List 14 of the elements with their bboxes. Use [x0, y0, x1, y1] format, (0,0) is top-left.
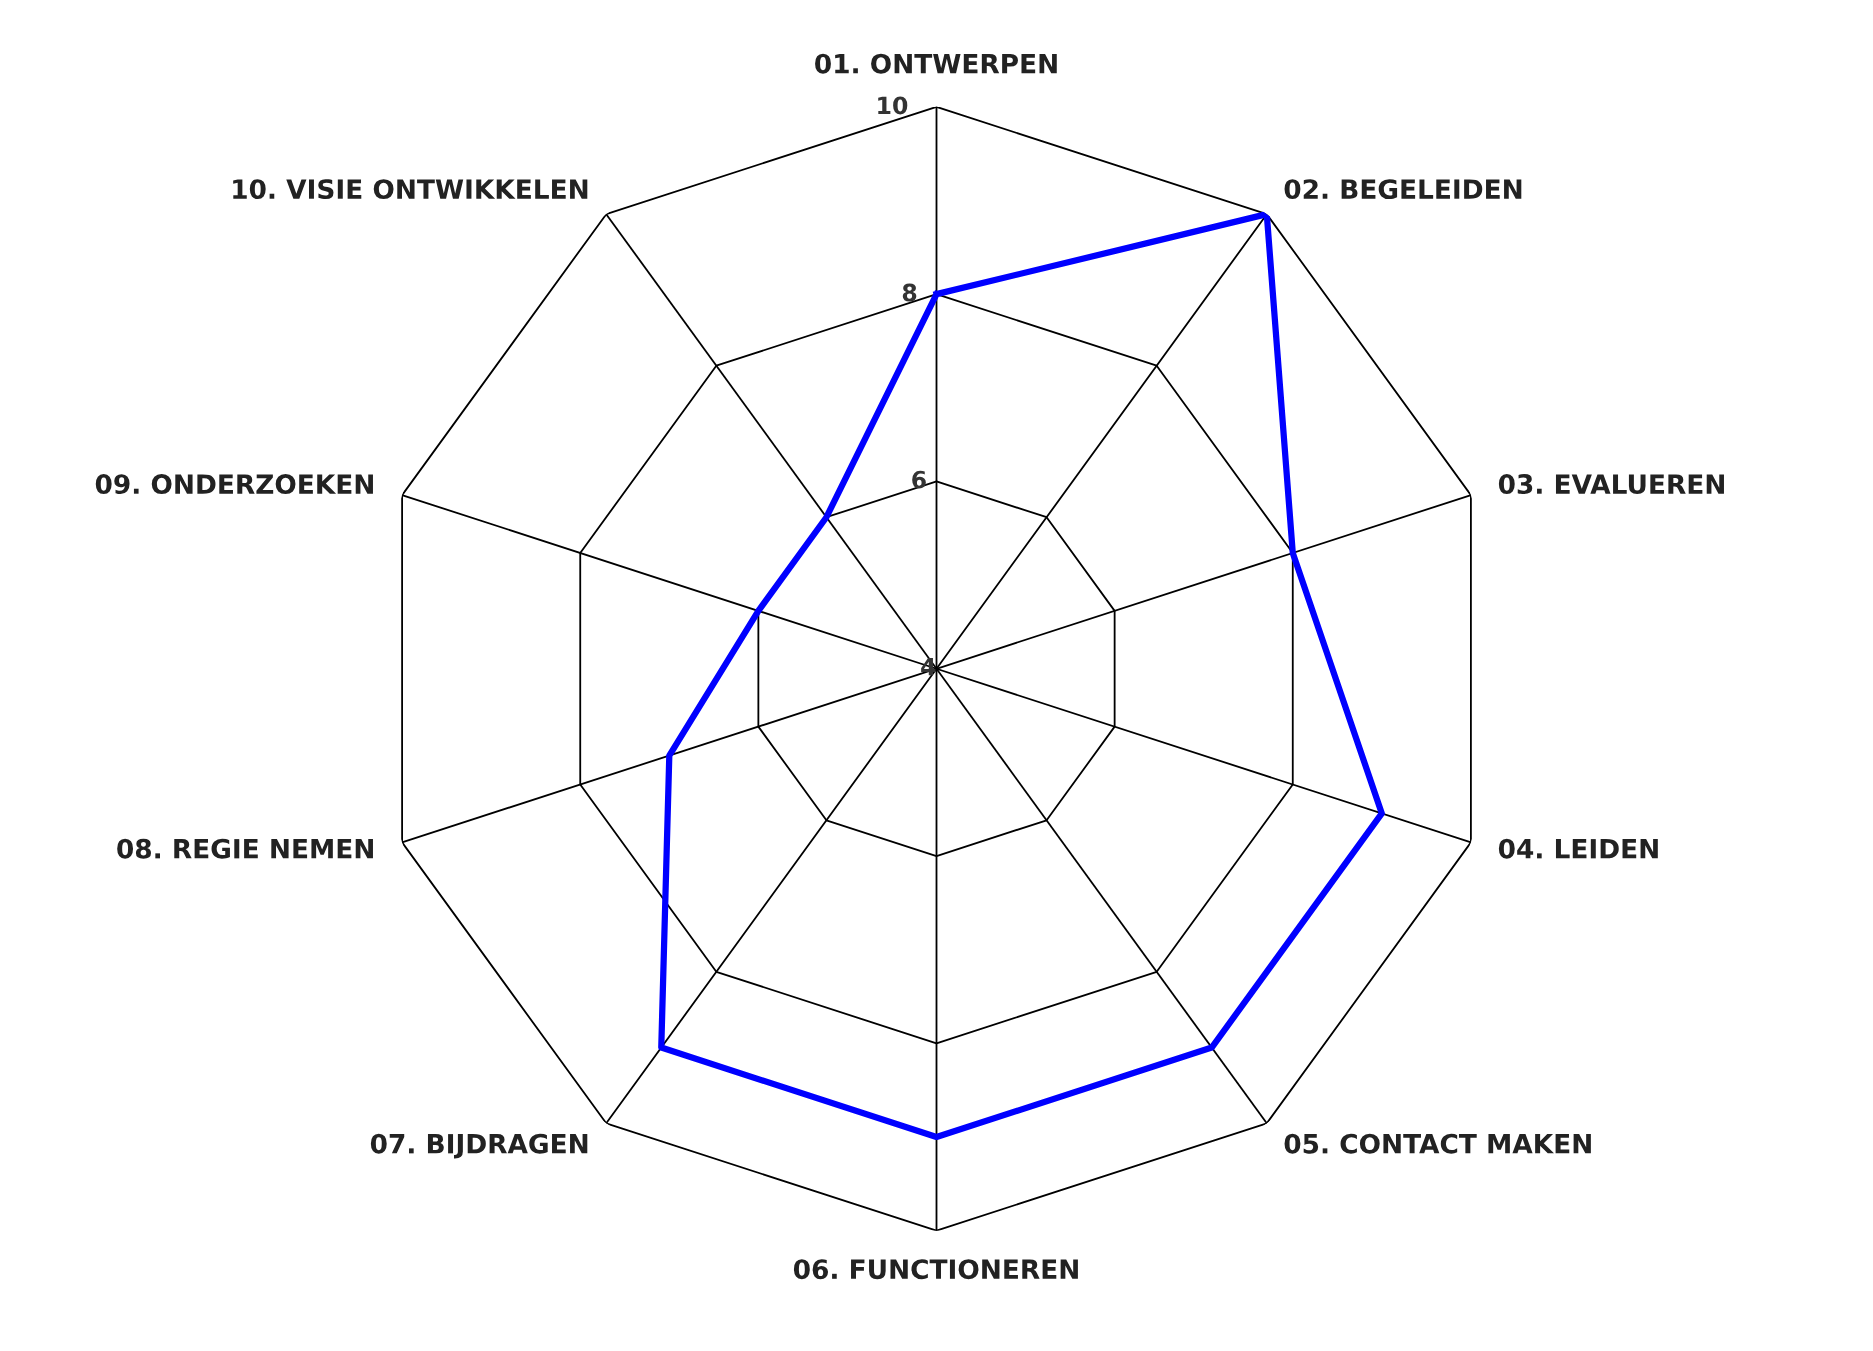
spoke-label: 06. FUNCTIONEREN: [793, 1259, 1078, 1280]
spoke-label: 03. EVALUEREN: [1498, 474, 1724, 495]
y-tick-label: 8: [902, 283, 917, 302]
spoke-label: 09. ONDERZOEKEN: [95, 474, 373, 495]
spoke-label: 01. ONTWERPEN: [815, 53, 1057, 74]
spoke-label: 07. BIJDRAGEN: [370, 1133, 588, 1159]
spoke-label: 05. CONTACT MAKEN: [1284, 1133, 1591, 1154]
y-tick-label: 10: [878, 96, 908, 115]
spoke-label: 02. BEGELEIDEN: [1284, 179, 1522, 200]
spoke-label: 08. REGIE NEMEN: [117, 838, 373, 859]
spoke-label: 10. VISIE ONTWIKKELEN: [233, 179, 588, 200]
y-tick-label: 6: [912, 470, 926, 489]
spoke-label: 04. LEIDEN: [1498, 838, 1658, 859]
y-tick-label: 4: [921, 658, 936, 676]
